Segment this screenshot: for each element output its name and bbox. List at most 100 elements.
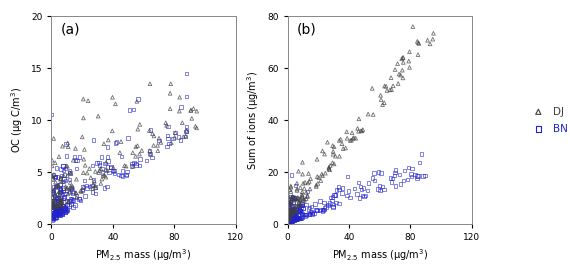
Point <box>295 208 304 212</box>
Point <box>294 204 303 208</box>
Point <box>63 141 72 145</box>
Point <box>288 211 297 216</box>
Point <box>71 158 80 162</box>
Point <box>78 135 87 139</box>
Point <box>284 220 294 224</box>
Point <box>56 208 65 212</box>
Point <box>287 214 296 219</box>
Point <box>405 50 414 54</box>
Point <box>326 195 335 200</box>
Point <box>56 167 66 171</box>
Point <box>50 216 59 221</box>
Point <box>156 140 165 144</box>
Point <box>426 42 435 46</box>
Point <box>59 168 68 173</box>
Point <box>295 197 304 201</box>
Point <box>329 145 339 149</box>
Point <box>70 203 79 207</box>
Point <box>55 188 64 192</box>
Point <box>314 176 323 180</box>
Point <box>294 203 303 208</box>
Point <box>115 150 124 155</box>
Point <box>69 198 78 202</box>
Point <box>404 59 413 63</box>
Point <box>187 116 196 120</box>
Point <box>369 112 378 117</box>
Point <box>149 134 158 138</box>
Point <box>49 214 58 219</box>
Point <box>290 215 299 220</box>
Point <box>91 185 100 189</box>
Point <box>149 143 158 148</box>
Point <box>295 199 304 203</box>
Point <box>385 88 394 92</box>
Point <box>290 195 299 199</box>
Point <box>285 214 294 218</box>
Point <box>288 194 297 199</box>
Point <box>59 204 68 208</box>
Point <box>286 220 295 224</box>
Point <box>296 203 306 208</box>
Point <box>285 214 294 218</box>
Point <box>312 208 321 213</box>
Point <box>145 129 154 133</box>
Point <box>72 195 82 200</box>
Point <box>413 39 422 43</box>
Point <box>59 173 68 178</box>
Point <box>289 214 298 218</box>
Point <box>47 215 56 219</box>
Point <box>283 215 292 219</box>
Point <box>192 109 201 113</box>
Point <box>294 209 303 214</box>
Point <box>96 166 105 171</box>
Point <box>56 211 65 216</box>
Point <box>287 213 296 218</box>
Point <box>107 165 116 169</box>
Point <box>284 220 293 224</box>
Point <box>86 176 95 180</box>
Point <box>135 122 144 127</box>
Point <box>306 210 315 214</box>
Point <box>47 212 56 217</box>
Point <box>51 161 60 165</box>
Point <box>51 193 60 197</box>
Point <box>290 203 299 208</box>
Point <box>300 214 310 218</box>
Point <box>393 62 402 66</box>
Point <box>312 207 321 212</box>
Point <box>389 84 398 88</box>
Point <box>386 176 395 180</box>
Point <box>343 174 352 178</box>
Point <box>287 207 296 211</box>
Point <box>349 136 359 140</box>
Point <box>290 214 299 218</box>
Point <box>55 205 64 210</box>
Point <box>56 198 66 202</box>
Point <box>290 197 299 201</box>
Point <box>300 212 310 217</box>
Point <box>88 190 97 194</box>
Point <box>50 212 59 216</box>
Text: (a): (a) <box>60 22 80 36</box>
Point <box>320 207 329 212</box>
Point <box>146 152 155 157</box>
Point <box>153 148 162 153</box>
Point <box>292 181 302 185</box>
Point <box>51 176 60 180</box>
Point <box>399 60 408 65</box>
Point <box>51 212 60 216</box>
Point <box>291 214 300 219</box>
Point <box>343 136 352 140</box>
Point <box>56 204 65 208</box>
Point <box>56 177 66 181</box>
Point <box>288 217 298 221</box>
Point <box>283 216 292 220</box>
Point <box>63 164 72 168</box>
Point <box>315 208 324 213</box>
Point <box>54 202 63 207</box>
Point <box>361 193 370 198</box>
Point <box>59 208 68 212</box>
Point <box>302 213 311 217</box>
Point <box>117 154 126 158</box>
Point <box>286 219 295 224</box>
